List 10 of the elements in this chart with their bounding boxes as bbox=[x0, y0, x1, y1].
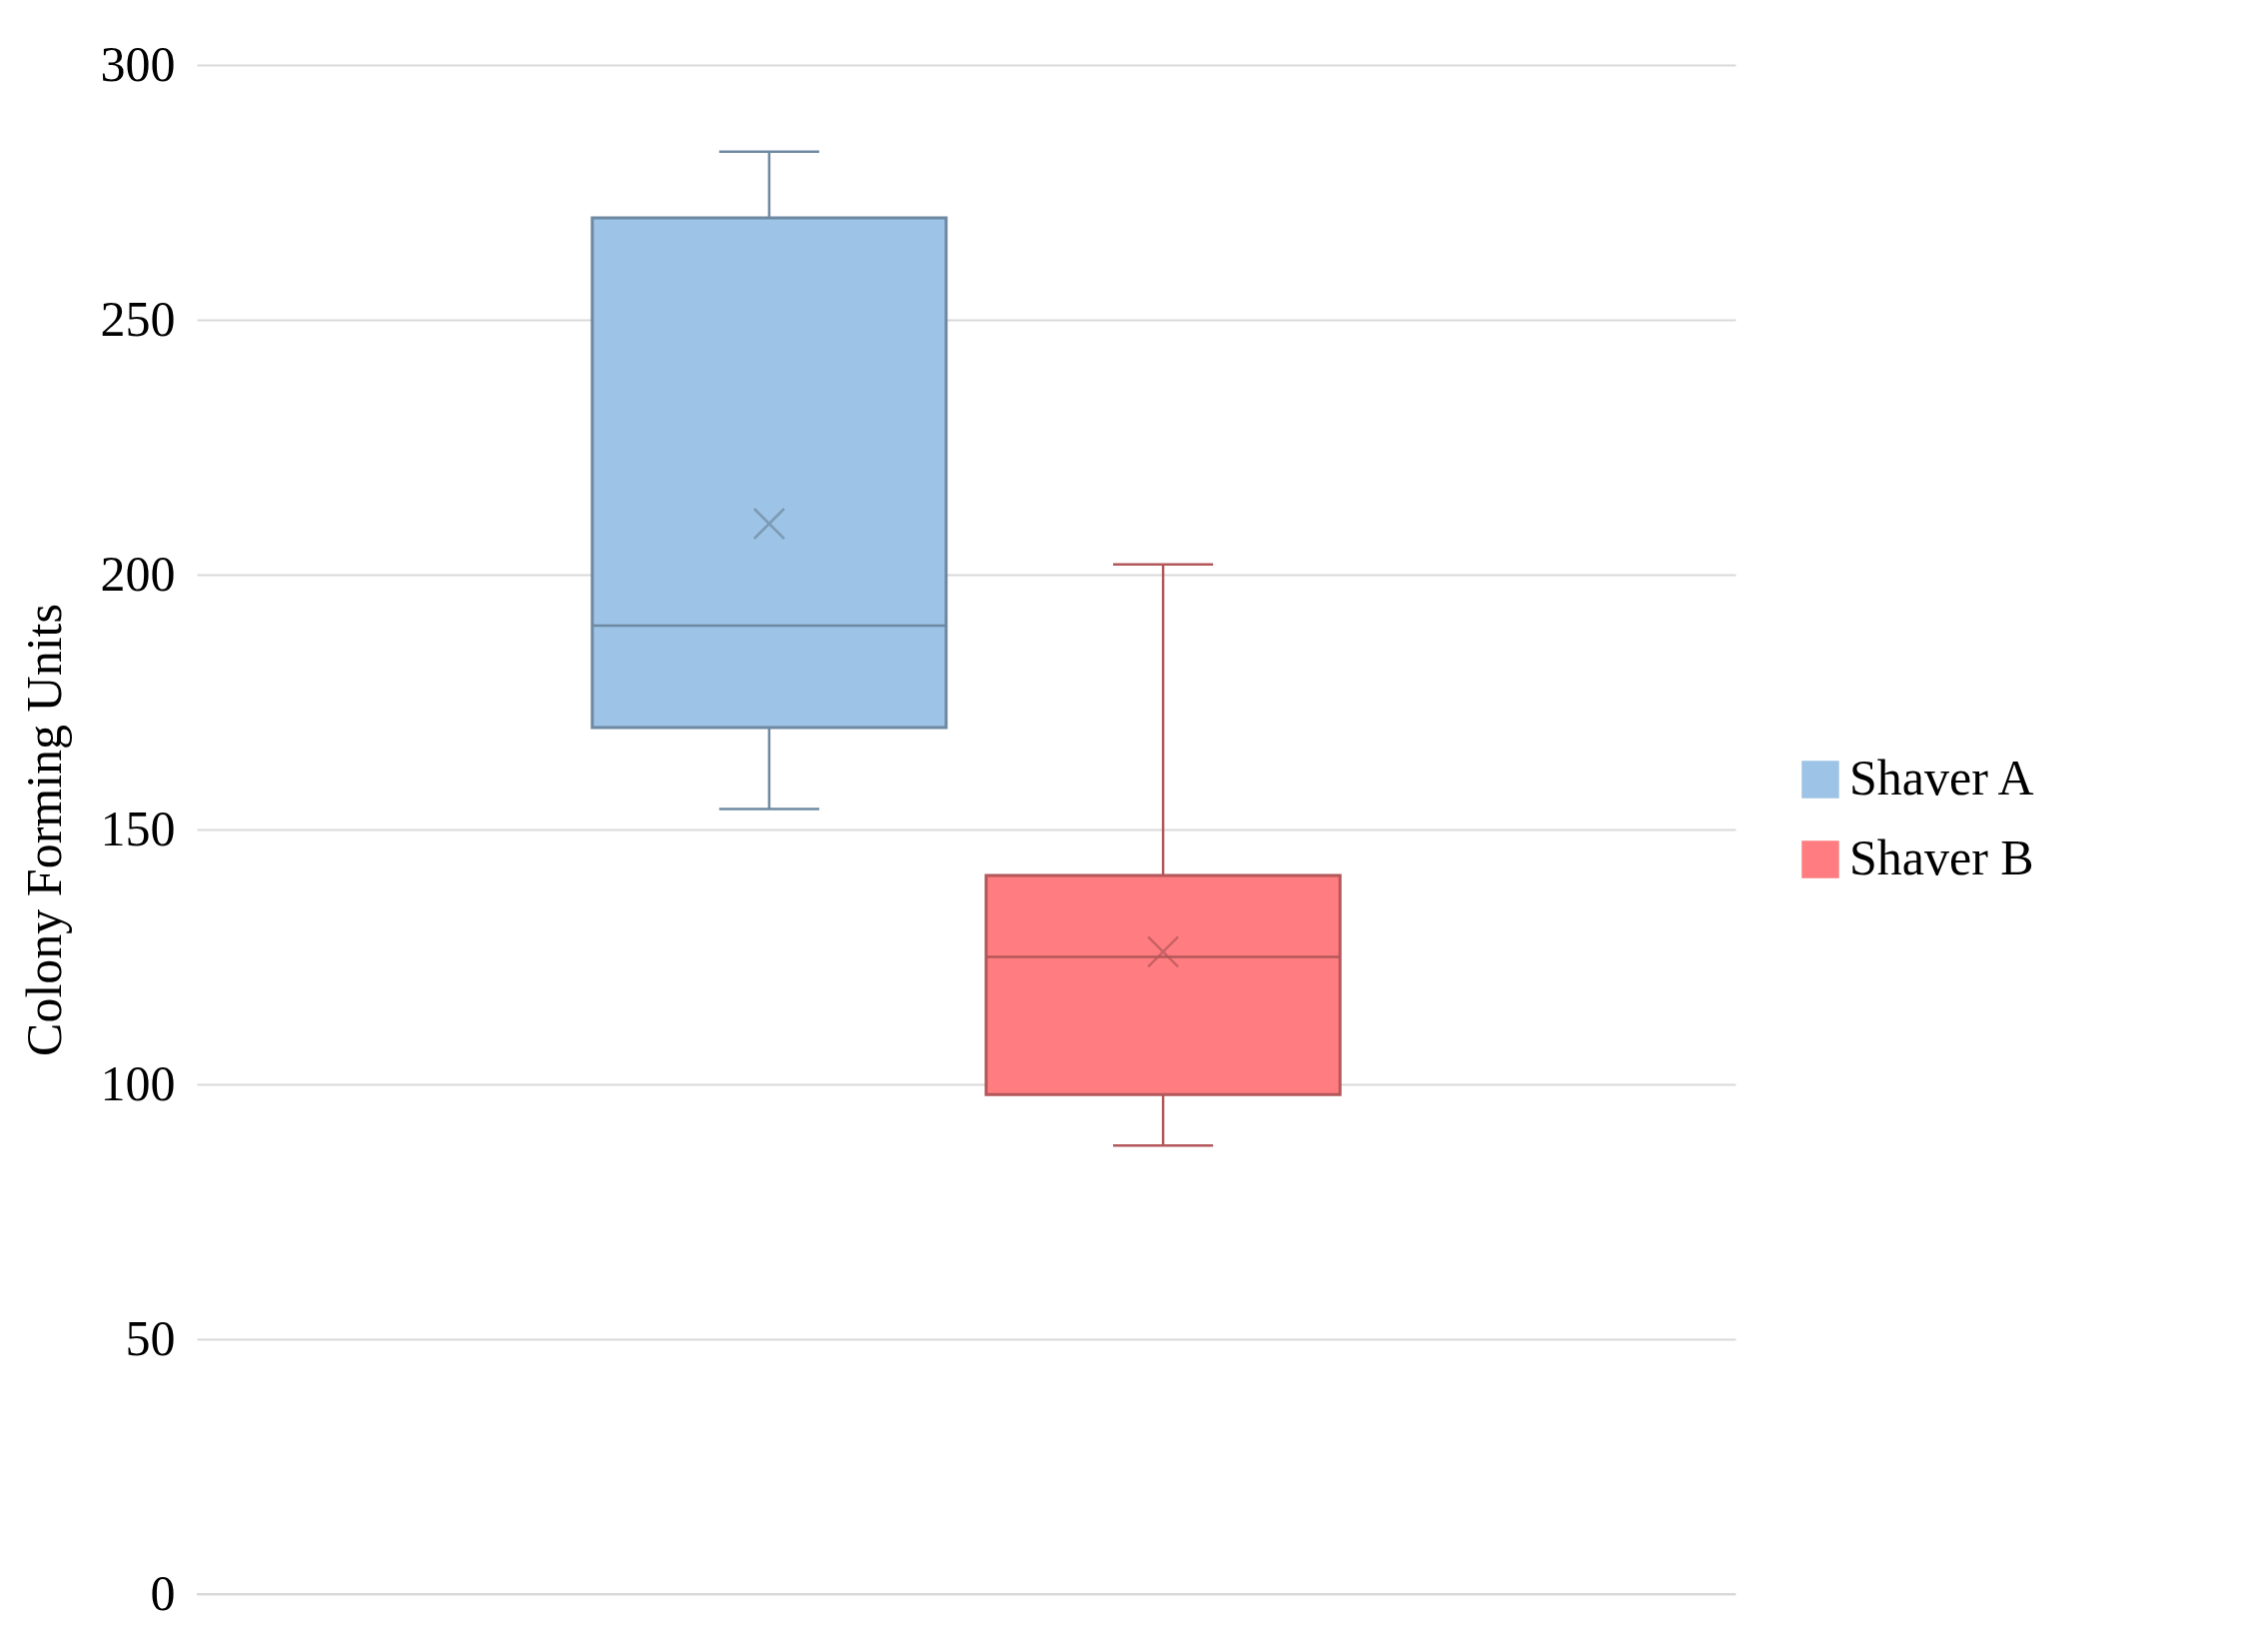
y-axis-title: Colony Forming Units bbox=[15, 604, 72, 1056]
y-tick-label: 0 bbox=[150, 1564, 176, 1621]
legend-label: Shaver A bbox=[1849, 750, 2034, 806]
y-tick-label: 300 bbox=[100, 35, 176, 92]
y-tick-label: 200 bbox=[100, 545, 176, 602]
legend-label: Shaver B bbox=[1849, 829, 2034, 885]
y-tick-label: 50 bbox=[125, 1309, 176, 1366]
y-tick-label: 250 bbox=[100, 290, 176, 347]
y-tick-label: 100 bbox=[100, 1054, 176, 1111]
y-tick-label: 150 bbox=[100, 800, 176, 856]
